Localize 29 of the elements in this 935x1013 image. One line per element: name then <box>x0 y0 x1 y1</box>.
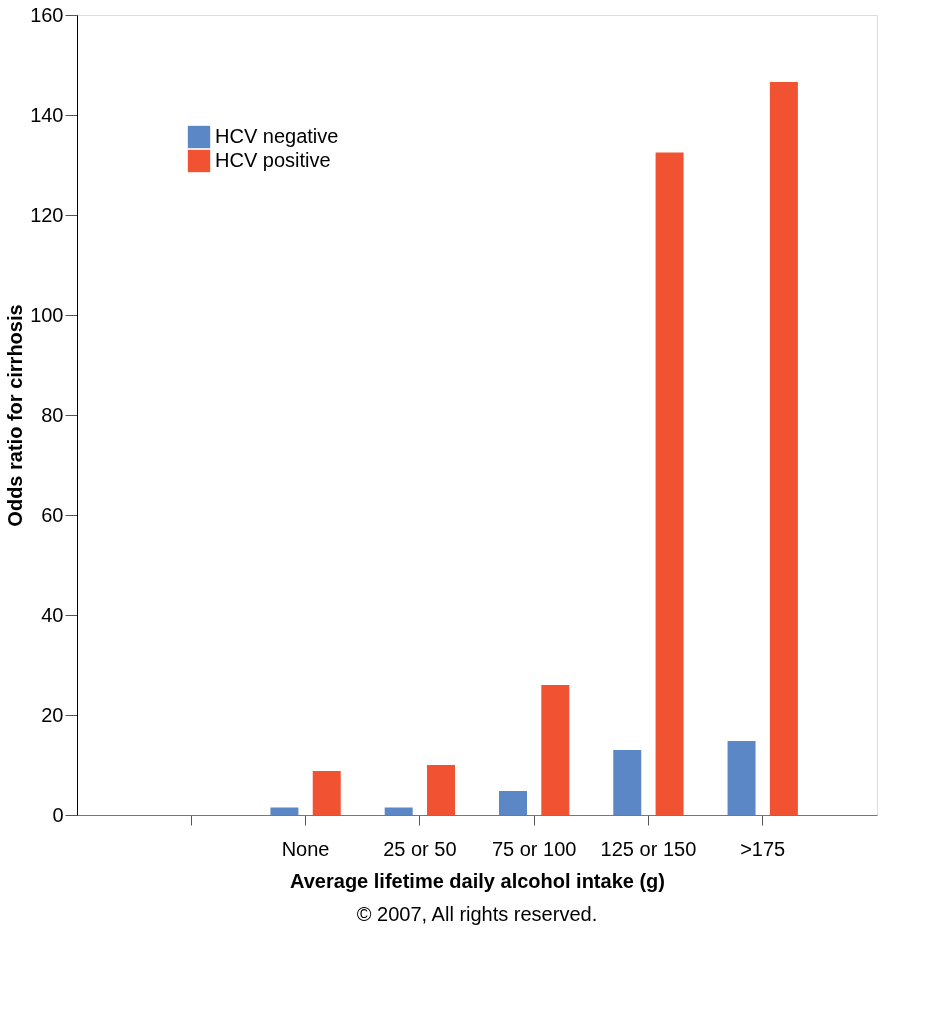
bar <box>498 791 527 815</box>
x-tick-label: 125 or 150 <box>600 837 697 860</box>
x-tick-label: 75 or 100 <box>491 837 577 860</box>
y-tick-label: 80 <box>41 403 64 426</box>
y-tick-label: 100 <box>30 303 64 326</box>
text: © 2007, All rights reserved. <box>356 903 598 925</box>
bar <box>541 685 570 815</box>
x-tick-label: 25 or 50 <box>383 837 457 860</box>
x-tick-label: None <box>281 837 330 860</box>
y-tick-label: 20 <box>41 703 64 726</box>
y-tick-label: 140 <box>30 103 64 126</box>
bar <box>270 807 299 815</box>
x-axis-title: Average lifetime daily alcohol intake (g) <box>290 869 665 892</box>
bar <box>655 152 684 815</box>
bar <box>384 807 413 815</box>
bar <box>613 750 642 815</box>
bar <box>727 741 756 815</box>
y-tick-label: 60 <box>41 503 64 526</box>
bar <box>769 82 798 815</box>
y-tick-label: 120 <box>30 203 64 226</box>
x-tick-label: >175 <box>740 837 786 860</box>
y-tick-label: 40 <box>41 603 64 626</box>
y-axis-title: Odds ratio for cirrhosis <box>4 304 27 527</box>
y-tick-label: 0 <box>52 803 64 826</box>
bar <box>427 765 456 815</box>
legend-label: HCV positive <box>215 149 331 171</box>
bar <box>312 771 341 815</box>
legend-label: HCV negative <box>215 125 339 147</box>
y-tick-label: 160 <box>30 3 64 26</box>
